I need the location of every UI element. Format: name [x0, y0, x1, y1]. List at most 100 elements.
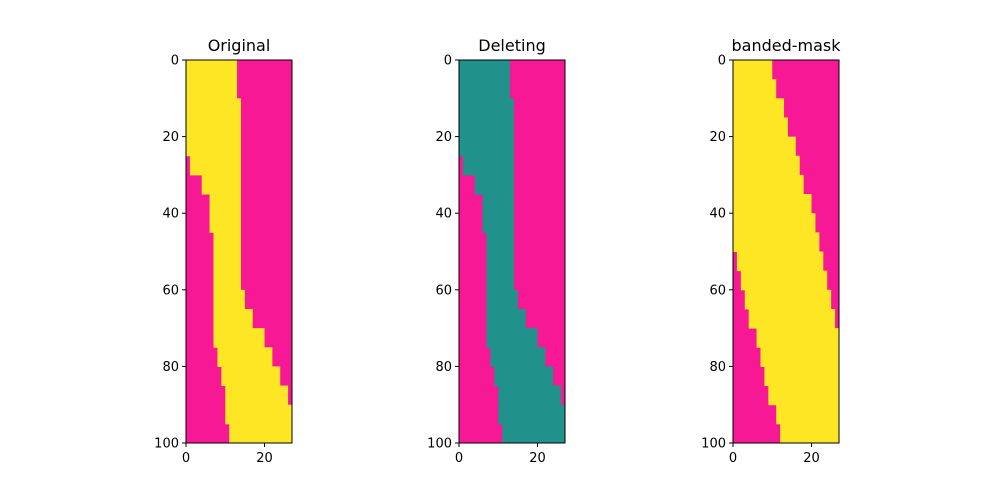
heatmap-band	[486, 308, 526, 329]
heatmap-band	[733, 136, 796, 157]
heatmap-band	[482, 194, 514, 214]
y-axis: 0 20 40 60 80 100	[154, 54, 186, 452]
y-tick-label: 0	[718, 54, 726, 69]
y-tick-label: 40	[435, 207, 452, 222]
heatmap-band	[768, 385, 839, 406]
panel-title: Deleting	[478, 36, 545, 55]
heatmap-cells	[733, 60, 839, 444]
heatmap-band	[474, 174, 514, 195]
heatmap-band	[733, 60, 773, 80]
heatmap-band	[733, 79, 777, 99]
heatmap-band	[482, 213, 514, 233]
y-tick-label: 80	[162, 360, 179, 375]
heatmap-band	[225, 385, 289, 406]
axes-frame	[732, 59, 840, 444]
heatmap-band	[225, 404, 292, 425]
heatmap-band	[189, 155, 241, 176]
heatmap-band	[201, 174, 241, 195]
heatmap-band	[186, 117, 241, 138]
panel-banded-mask: 0 20 0 20 40 60 80 100 banded-mask	[701, 36, 841, 466]
y-tick-label: 20	[709, 130, 726, 145]
panel-title: Original	[208, 36, 271, 55]
heatmap-band	[486, 328, 538, 348]
heatmap-band	[740, 270, 828, 291]
heatmap-band	[217, 347, 273, 367]
heatmap-band	[459, 117, 514, 138]
panel-title: banded-mask	[731, 36, 841, 55]
heatmap-band	[213, 328, 265, 348]
x-tick-label: 0	[455, 451, 463, 466]
heatmap-band	[186, 79, 238, 99]
heatmap-band	[213, 232, 241, 252]
y-tick-label: 60	[709, 283, 726, 298]
y-tick-label: 100	[427, 437, 452, 452]
heatmap-band	[462, 155, 514, 176]
heatmap-band	[186, 98, 241, 118]
heatmap-band	[213, 251, 241, 272]
y-tick-label: 0	[444, 54, 452, 69]
y-tick-label: 80	[709, 360, 726, 375]
heatmap-band	[780, 423, 839, 444]
heatmap-band	[486, 232, 514, 252]
heatmap-band	[459, 79, 511, 99]
heatmap-band	[744, 289, 832, 310]
y-tick-label: 100	[701, 437, 726, 452]
heatmap-band	[221, 366, 281, 387]
y-tick-label: 100	[154, 437, 179, 452]
heatmap-band	[733, 213, 816, 233]
heatmap-band	[490, 347, 546, 367]
y-tick-label: 20	[162, 130, 179, 145]
heatmap-band	[486, 270, 514, 291]
x-tick-label: 20	[256, 451, 273, 466]
heatmap-band	[213, 308, 253, 329]
heatmap-band	[213, 289, 245, 310]
x-axis: 0 20	[182, 443, 273, 466]
heatmap-band	[229, 423, 292, 444]
heatmap-band	[459, 136, 514, 157]
y-tick-label: 40	[709, 207, 726, 222]
heatmap-band	[459, 60, 511, 80]
heatmap-band	[736, 251, 824, 272]
panel-original: 0 20 0 20 40 60 80 100 Original	[154, 36, 293, 466]
x-axis: 0 20	[455, 443, 546, 466]
heatmap-band	[486, 289, 518, 310]
heatmap-band	[459, 98, 514, 118]
y-tick-label: 60	[435, 283, 452, 298]
heatmap-band	[776, 404, 839, 425]
heatmap-band	[186, 60, 238, 80]
heatmap-cells	[186, 60, 292, 444]
y-tick-label: 60	[162, 283, 179, 298]
x-axis: 0 20	[729, 443, 820, 466]
heatmap-band	[209, 213, 241, 233]
heatmap-band	[186, 136, 241, 157]
heatmap-band	[756, 328, 839, 348]
heatmap-band	[733, 117, 788, 138]
heatmap-band	[502, 423, 565, 444]
y-tick-label: 20	[435, 130, 452, 145]
y-tick-label: 0	[171, 54, 179, 69]
heatmap-band	[498, 385, 562, 406]
heatmap-band	[748, 308, 836, 329]
heatmap-band	[733, 194, 812, 214]
y-tick-label: 40	[162, 207, 179, 222]
x-tick-label: 0	[182, 451, 190, 466]
heatmap-band	[733, 155, 800, 176]
heatmap-band	[494, 366, 554, 387]
heatmap-band	[209, 194, 241, 214]
heatmap-band	[733, 232, 820, 252]
y-axis: 0 20 40 60 80 100	[427, 54, 459, 452]
heatmap-band	[486, 251, 514, 272]
x-tick-label: 20	[529, 451, 546, 466]
panel-deleting: 0 20 0 20 40 60 80 100 Deleting	[427, 36, 566, 466]
x-tick-label: 0	[729, 451, 737, 466]
x-tick-label: 20	[803, 451, 820, 466]
heatmap-cells	[459, 60, 565, 444]
heatmap-band	[760, 347, 839, 367]
heatmap-band	[733, 174, 804, 195]
heatmap-band	[498, 404, 565, 425]
heatmap-band	[764, 366, 839, 387]
axes-frame	[458, 59, 566, 444]
axes-frame	[185, 59, 293, 444]
y-axis: 0 20 40 60 80 100	[701, 54, 733, 452]
